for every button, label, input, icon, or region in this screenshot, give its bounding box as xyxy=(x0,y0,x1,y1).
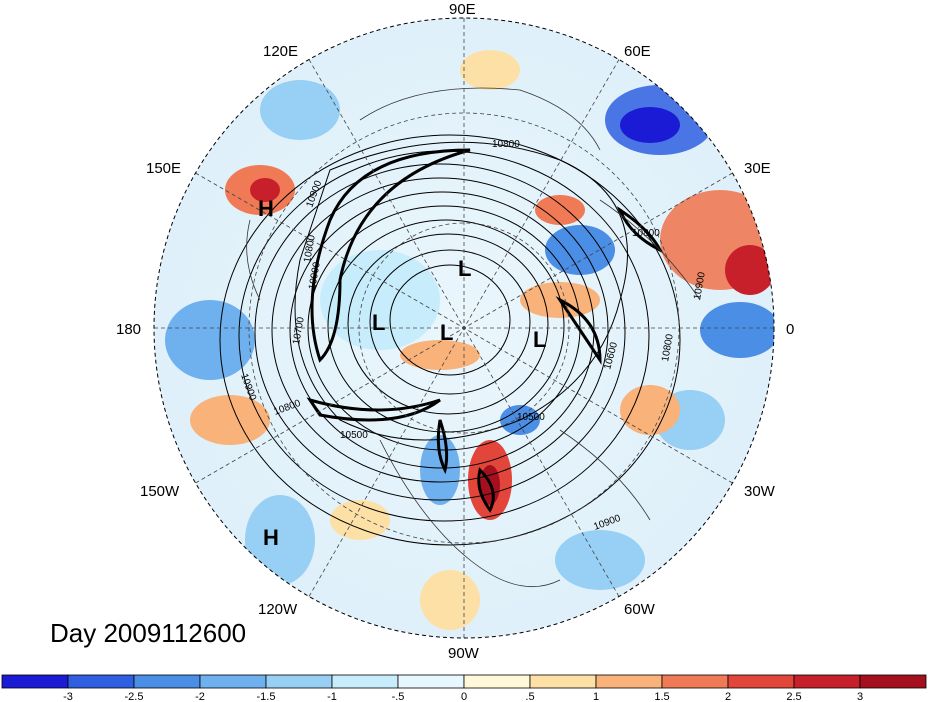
colorbar-swatch xyxy=(859,674,927,689)
colorbar-swatch xyxy=(529,674,597,689)
contour-label: 10800 xyxy=(632,228,660,239)
map-boundary xyxy=(153,17,775,639)
high-pressure-marker: H xyxy=(258,196,274,221)
lon-label-120w: 120W xyxy=(258,601,298,618)
contour-label: 10500 xyxy=(340,430,368,441)
lon-label-180: 180 xyxy=(116,321,141,338)
colorbar xyxy=(1,674,927,689)
lon-label-150w: 150W xyxy=(140,483,180,500)
low-pressure-marker: L xyxy=(440,320,453,345)
colorbar-tick-label: 0 xyxy=(461,691,467,702)
low-pressure-marker: L xyxy=(458,256,471,281)
colorbar-ticks: -3 -2.5 -2 -1.5 -1 -.5 0 .5 1 1.5 2 2.5 3 xyxy=(63,691,863,702)
longitude-labels: 90E 120E 60E 150E 30E 180 0 150W 30W 120… xyxy=(116,1,794,662)
contour-label: 10800 xyxy=(492,139,520,150)
parallel-circles xyxy=(248,112,680,544)
contour-label: 10900 xyxy=(307,261,323,291)
contour-label: 10700 xyxy=(291,316,307,346)
lon-label-90e: 90E xyxy=(449,1,476,18)
colorbar-tick-label: 2.5 xyxy=(786,691,801,702)
colorbar-tick-label: -2 xyxy=(195,691,205,702)
lon-label-60w: 60W xyxy=(624,601,656,618)
contour-label: 10500 xyxy=(517,412,545,423)
lon-label-150e: 150E xyxy=(146,160,181,177)
contour-label: 10900 xyxy=(692,271,708,301)
lon-label-0: 0 xyxy=(786,321,794,338)
lon-label-90w: 90W xyxy=(448,645,480,662)
lon-label-60e: 60E xyxy=(624,43,651,60)
colorbar-swatch xyxy=(727,674,795,689)
colorbar-swatch xyxy=(463,674,531,689)
colorbar-swatch xyxy=(331,674,399,689)
lon-label-30w: 30W xyxy=(744,483,776,500)
colorbar-tick-label: 1 xyxy=(593,691,599,702)
colorbar-swatch xyxy=(1,674,69,689)
colorbar-swatch xyxy=(595,674,663,689)
colorbar-tick-label: 1.5 xyxy=(654,691,669,702)
colorbar-tick-label: .5 xyxy=(525,691,534,702)
contour-label: 10800 xyxy=(660,333,676,363)
colorbar-tick-label: 3 xyxy=(857,691,863,702)
coastlines xyxy=(246,87,701,588)
date-label: Day 2009112600 xyxy=(50,618,247,648)
colorbar-swatch xyxy=(397,674,465,689)
lon-label-120e: 120E xyxy=(263,43,298,60)
colorbar-swatch xyxy=(793,674,861,689)
contour-label: 10800 xyxy=(302,234,318,264)
colorbar-tick-label: -2.5 xyxy=(125,691,144,702)
pressure-centers: H H L L L L xyxy=(258,196,546,550)
colorbar-tick-label: -1 xyxy=(327,691,337,702)
colorbar-swatch xyxy=(133,674,201,689)
lon-label-30e: 30E xyxy=(744,160,771,177)
colorbar-tick-label: -3 xyxy=(63,691,73,702)
high-pressure-marker: H xyxy=(263,525,279,550)
colorbar-tick-label: -1.5 xyxy=(257,691,276,702)
low-pressure-marker: L xyxy=(533,327,546,352)
colorbar-swatch xyxy=(265,674,333,689)
low-pressure-marker: L xyxy=(372,310,385,335)
colorbar-swatch xyxy=(199,674,267,689)
colorbar-tick-label: -.5 xyxy=(392,691,405,702)
colorbar-tick-label: 2 xyxy=(725,691,731,702)
colorbar-swatch xyxy=(661,674,729,689)
colorbar-swatch xyxy=(67,674,135,689)
meridian-lines xyxy=(154,18,774,638)
